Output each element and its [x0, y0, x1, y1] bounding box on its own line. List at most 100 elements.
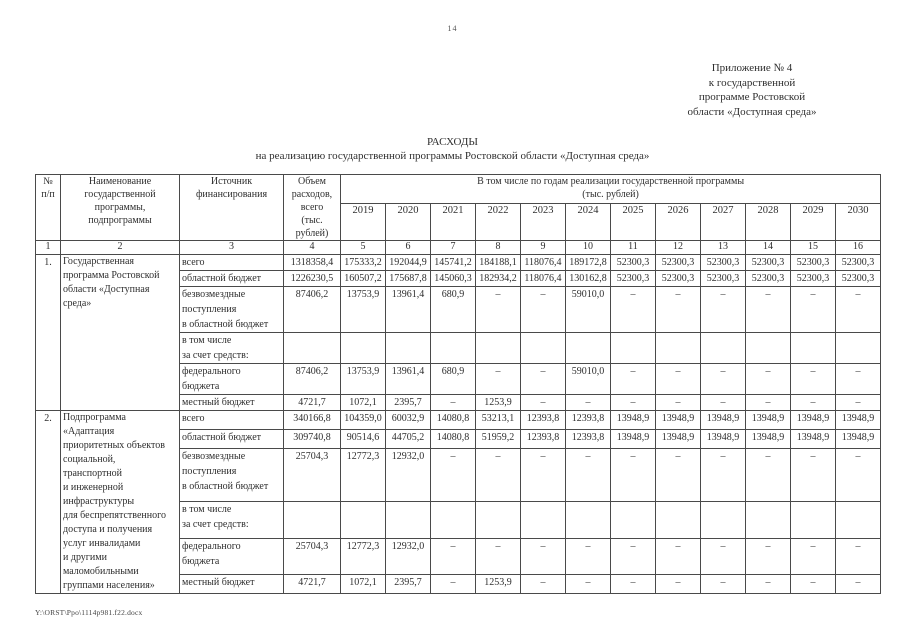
file-path: Y:\ORST\Ppo\1114p981.f22.docx — [35, 608, 143, 617]
table-row: областной бюджет 309740,8 90514,6 44705,2 14… — [36, 428, 882, 449]
row-number-cell: 1. — [35, 254, 61, 411]
year-value-cell: 1072,1 — [340, 394, 386, 411]
total-amount-cell — [283, 332, 341, 364]
year-value-cell: 52300,3 — [745, 254, 791, 271]
year-value-cell: 130162,8 — [565, 270, 611, 287]
year-value-cell: 12393,8 — [520, 410, 566, 430]
year-value-cell: – — [790, 574, 836, 594]
year-value-cell: 2395,7 — [385, 394, 431, 411]
year-column-header: 2019 — [340, 203, 386, 241]
total-amount-cell: 87406,2 — [283, 363, 341, 395]
year-value-cell: – — [700, 394, 746, 411]
column-number: 8 — [475, 240, 521, 255]
year-value-cell: – — [834, 363, 882, 395]
year-value-cell — [565, 332, 611, 364]
year-value-cell: 189172,8 — [565, 254, 611, 271]
column-number: 2 — [60, 240, 180, 255]
year-value-cell: – — [610, 363, 656, 395]
year-value-cell: 13948,9 — [700, 428, 746, 449]
year-column-header: 2028 — [745, 203, 791, 241]
year-value-cell: – — [790, 447, 836, 503]
funding-source-cell: областной бюджет — [179, 428, 284, 449]
year-value-cell — [385, 332, 431, 364]
year-value-cell: – — [430, 537, 476, 576]
year-column-header: 2021 — [430, 203, 476, 241]
column-number: 14 — [745, 240, 791, 255]
year-value-cell — [700, 501, 746, 539]
year-value-cell: 13948,9 — [610, 410, 656, 430]
year-value-cell: – — [430, 574, 476, 594]
program-name-cell: Государственная программа Ростовской обл… — [60, 254, 180, 411]
table-header-row: № п/п Наименование государственной прогр… — [35, 174, 882, 241]
year-value-cell: 13948,9 — [745, 428, 791, 449]
year-value-cell: 12393,8 — [520, 428, 566, 449]
year-value-cell: 13948,9 — [700, 410, 746, 430]
name-header: Наименование государственной программы, … — [60, 174, 180, 241]
year-column-header: 2029 — [790, 203, 836, 241]
year-value-cell: – — [610, 394, 656, 411]
year-value-cell: – — [655, 574, 701, 594]
funding-source-cell: безвозмездные поступления в областной бю… — [179, 286, 284, 333]
year-value-cell: 104359,0 — [340, 410, 386, 430]
year-value-cell: – — [700, 363, 746, 395]
year-value-cell — [475, 332, 521, 364]
year-column-header: 2023 — [520, 203, 566, 241]
column-number: 1 — [35, 240, 61, 255]
table-row: 2. Подпрограмма «Адаптация приоритетных о… — [35, 410, 882, 594]
column-number: 15 — [790, 240, 836, 255]
year-value-cell — [655, 332, 701, 364]
year-value-cell: 13948,9 — [610, 428, 656, 449]
year-value-cell: – — [475, 286, 521, 333]
year-value-cell: 13948,9 — [655, 428, 701, 449]
year-value-cell: – — [520, 574, 566, 594]
year-value-cell: 118076,4 — [520, 254, 566, 271]
total-amount-cell: 25704,3 — [283, 447, 341, 503]
column-number: 10 — [565, 240, 611, 255]
year-value-cell: – — [475, 447, 521, 503]
year-value-cell: – — [655, 447, 701, 503]
year-value-cell — [834, 332, 882, 364]
year-column-header: 2030 — [834, 203, 882, 241]
funding-source-cell: местный бюджет — [179, 574, 284, 594]
total-amount-cell: 4721,7 — [283, 574, 341, 594]
document-title: РАСХОДЫ — [426, 136, 479, 148]
year-value-cell: 60032,9 — [385, 410, 431, 430]
total-amount-cell: 309740,8 — [283, 428, 341, 449]
table-row: федерального бюджета 25704,3 12772,3 12932,… — [36, 537, 882, 576]
year-value-cell: – — [700, 537, 746, 576]
year-value-cell: – — [745, 394, 791, 411]
num-header: № п/п — [35, 174, 61, 241]
year-value-cell — [340, 501, 386, 539]
year-value-cell: 680,9 — [430, 286, 476, 333]
year-value-cell: 13948,9 — [834, 410, 882, 430]
table-row: в том числе за счет средств: — [36, 501, 882, 539]
year-value-cell: 13961,4 — [385, 286, 431, 333]
year-value-cell: – — [700, 447, 746, 503]
year-value-cell — [565, 501, 611, 539]
year-value-cell: – — [745, 363, 791, 395]
column-numbers-row: 1 2 3 4 5 6 7 8 9 10 11 12 13 14 15 16 — [35, 240, 882, 255]
year-value-cell: – — [790, 394, 836, 411]
year-value-cell: – — [655, 394, 701, 411]
funding-source-cell: местный бюджет — [179, 394, 284, 411]
total-amount-cell: 4721,7 — [283, 394, 341, 411]
year-column-header: 2022 — [475, 203, 521, 241]
year-value-cell: 52300,3 — [745, 270, 791, 287]
year-value-cell: – — [700, 286, 746, 333]
column-number: 13 — [700, 240, 746, 255]
program-name-cell: Подпрограмма «Адаптация приоритетных объ… — [60, 410, 180, 594]
year-value-cell: 13948,9 — [745, 410, 791, 430]
year-value-cell: – — [834, 394, 882, 411]
year-value-cell: – — [565, 537, 611, 576]
table-row: местный бюджет 4721,7 1072,1 2395,7–1253,9–… — [36, 574, 882, 594]
row-number-cell: 2. — [35, 410, 61, 594]
year-value-cell — [700, 332, 746, 364]
appendix-line: Приложение № 4 — [711, 62, 793, 74]
year-value-cell: 44705,2 — [385, 428, 431, 449]
volume-header: Объем расходов, всего (тыс. рублей) — [283, 174, 341, 241]
year-value-cell: 52300,3 — [834, 270, 882, 287]
year-value-cell: 1253,9 — [475, 574, 521, 594]
year-value-cell: 52300,3 — [700, 254, 746, 271]
year-value-cell: 192044,9 — [385, 254, 431, 271]
year-value-cell: 52300,3 — [790, 254, 836, 271]
